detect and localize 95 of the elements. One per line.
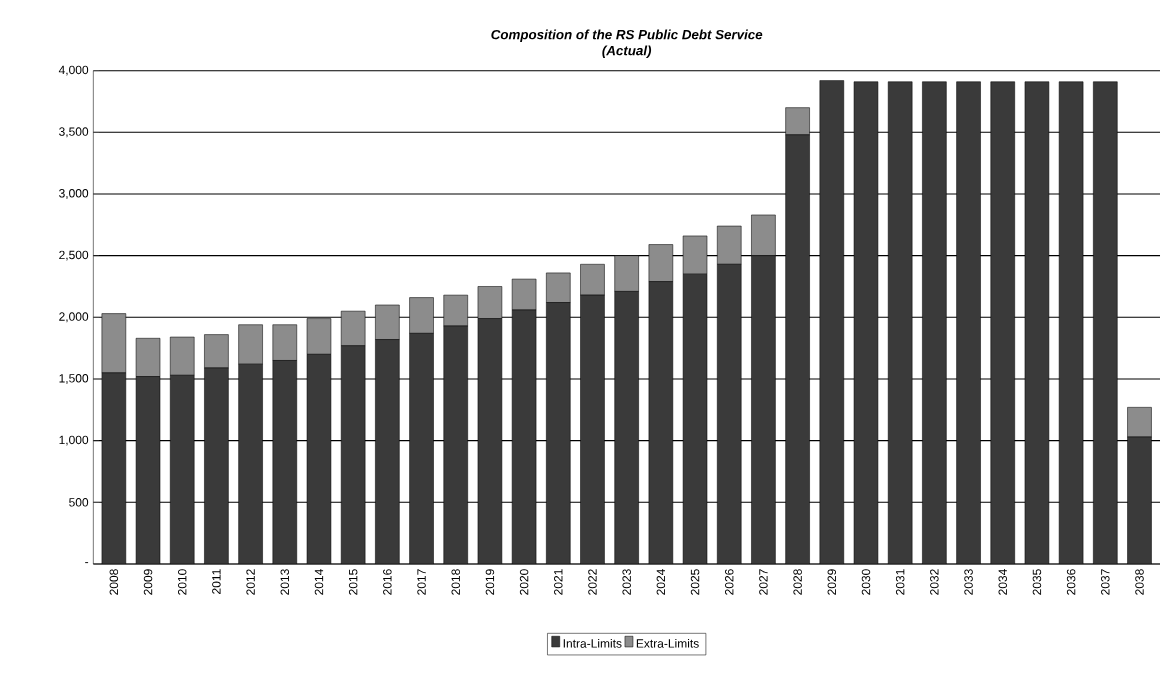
bar	[785, 107, 810, 136]
bar	[1093, 81, 1118, 565]
y-tick-label: 2,000	[59, 312, 89, 323]
bar	[648, 244, 674, 282]
bar	[614, 291, 639, 565]
bar	[511, 279, 537, 311]
y-tick-label: 500	[69, 498, 89, 507]
x-tick-label: 2015	[348, 569, 358, 595]
bar	[204, 368, 229, 565]
bar	[443, 326, 468, 565]
x-tick-label: 2034	[998, 569, 1007, 595]
bar	[204, 334, 229, 369]
x-tick-label: 2025	[690, 569, 700, 595]
x-tick-label: 2027	[759, 569, 768, 595]
x-tick-label: 2033	[964, 569, 973, 595]
x-tick-label: 2012	[246, 569, 255, 595]
bar	[375, 304, 400, 340]
bar	[443, 295, 468, 327]
bar	[751, 214, 776, 257]
chart-title: Composition of the RS Public Debt Service	[491, 29, 763, 43]
x-tick-label: 2035	[1032, 569, 1042, 595]
x-tick-label: 2024	[656, 569, 666, 595]
x-tick-label: 2018	[451, 569, 460, 595]
bar	[888, 81, 913, 565]
bar	[512, 310, 537, 565]
bar	[614, 255, 639, 292]
bar	[854, 81, 878, 565]
bar	[169, 336, 195, 376]
x-tick-label: 2008	[109, 569, 119, 595]
bar	[648, 281, 673, 565]
bar	[785, 134, 810, 565]
bar	[922, 81, 947, 565]
x-tick-label: 2036	[1066, 569, 1076, 595]
bar	[477, 286, 503, 319]
x-tick-label: 2026	[724, 569, 734, 595]
bar	[1059, 81, 1084, 565]
bar	[341, 345, 366, 565]
bar	[375, 339, 400, 565]
legend-label: Extra-Limits	[636, 639, 699, 648]
x-tick-label: 2038	[1135, 569, 1144, 595]
bar	[135, 338, 161, 377]
bar	[819, 80, 844, 565]
x-tick-label: 2029	[827, 569, 837, 595]
y-tick-label: 4,000	[58, 65, 89, 76]
y-tick-label: 1,000	[59, 435, 89, 446]
legend-label: Intra-Limits	[563, 639, 622, 648]
bar	[717, 264, 742, 565]
x-tick-label: 2010	[177, 569, 187, 595]
bar	[307, 354, 331, 565]
bar	[238, 324, 263, 365]
bar	[238, 364, 263, 565]
bar	[682, 235, 708, 275]
bar	[717, 225, 742, 265]
bar	[409, 297, 434, 334]
bar	[683, 274, 708, 565]
x-tick-label: 2019	[485, 569, 495, 595]
bar	[751, 255, 776, 565]
bar	[409, 333, 434, 565]
x-tick-label: 2028	[793, 569, 802, 595]
y-tick-label: 1,500	[59, 374, 89, 385]
x-tick-label: 2021	[554, 569, 563, 595]
bar	[101, 372, 126, 565]
x-tick-label: 2020	[519, 569, 529, 595]
x-tick-label: 2011	[212, 569, 221, 595]
y-tick-label: 3,500	[59, 127, 89, 138]
bar	[580, 264, 605, 296]
chart-subtitle: (Actual)	[602, 45, 652, 59]
x-tick-label: 2030	[861, 569, 871, 595]
x-tick-label: 2017	[417, 569, 426, 595]
bar	[546, 302, 571, 565]
y-tick-label: 3,000	[59, 189, 89, 200]
y-tick-label: -	[85, 562, 89, 564]
bar	[580, 295, 605, 565]
x-tick-label: 2032	[930, 569, 939, 595]
bar	[1127, 436, 1152, 565]
x-tick-label: 2022	[588, 569, 597, 595]
x-tick-label: 2037	[1101, 569, 1110, 595]
bar	[170, 375, 195, 565]
bar	[136, 376, 160, 565]
x-tick-label: 2031	[895, 569, 905, 595]
x-tick-label: 2016	[383, 569, 392, 595]
x-tick-label: 2014	[314, 569, 324, 595]
x-tick-label: 2013	[280, 569, 290, 595]
bar	[272, 324, 298, 361]
bar	[546, 272, 571, 303]
bar	[306, 318, 332, 355]
bar	[340, 311, 366, 347]
y-tick-label: 2,500	[59, 250, 89, 261]
bar	[1024, 81, 1049, 565]
x-tick-label: 2023	[622, 569, 631, 595]
bar	[272, 360, 297, 565]
bar	[956, 81, 981, 565]
x-tick-label: 2009	[143, 569, 153, 595]
bar	[990, 81, 1015, 565]
bar	[477, 318, 502, 565]
